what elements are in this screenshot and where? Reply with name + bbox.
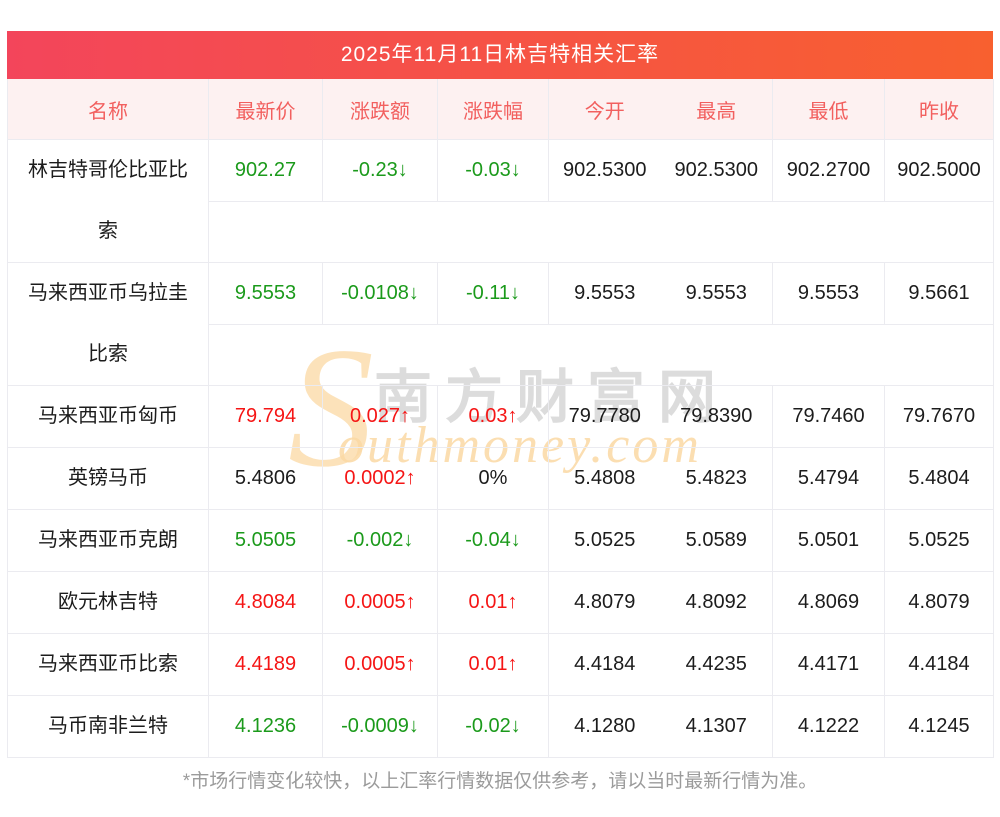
high-price: 4.1307 — [660, 695, 773, 758]
col-header-percent: 涨跌幅 — [437, 79, 549, 140]
header-row: 名称 最新价 涨跌额 涨跌幅 今开 最高 最低 昨收 — [7, 79, 994, 140]
latest-price: 4.4189 — [208, 633, 323, 696]
high-price: 902.5300 — [660, 139, 773, 202]
latest-price: 902.27 — [208, 139, 323, 202]
open-price: 9.5553 — [548, 262, 661, 325]
open-price: 902.5300 — [548, 139, 661, 202]
table-row: 英镑马币 5.4806 0.0002↑ 0% 5.4808 5.4823 5.4794 5.4… — [7, 447, 994, 510]
change-percent: -0.03↓ — [437, 139, 549, 202]
prev-close: 902.5000 — [884, 139, 994, 202]
low-price: 4.8069 — [772, 571, 885, 634]
row-name: 马来西亚币克朗 — [7, 509, 209, 572]
col-header-name: 名称 — [7, 79, 209, 140]
low-price: 4.4171 — [772, 633, 885, 696]
latest-price: 79.794 — [208, 385, 323, 448]
col-header-low: 最低 — [772, 79, 885, 140]
rates-table: 名称 最新价 涨跌额 涨跌幅 今开 最高 最低 昨收 林吉特哥伦比亚比索 902.… — [7, 79, 994, 758]
low-price: 4.1222 — [772, 695, 885, 758]
high-price: 5.0589 — [660, 509, 773, 572]
high-price: 9.5553 — [660, 262, 773, 325]
table-title: 2025年11月11日林吉特相关汇率 — [340, 43, 660, 66]
table-row: 林吉特哥伦比亚比索 902.27 -0.23↓ -0.03↓ 902.5300 902.5… — [7, 139, 994, 263]
col-header-change: 涨跌额 — [322, 79, 438, 140]
change-amount: -0.0108↓ — [322, 262, 438, 325]
change-amount: -0.002↓ — [322, 509, 438, 572]
high-price: 5.4823 — [660, 447, 773, 510]
low-price: 5.4794 — [772, 447, 885, 510]
row-name: 马币南非兰特 — [7, 695, 209, 758]
open-price: 5.4808 — [548, 447, 661, 510]
change-amount: -0.23↓ — [322, 139, 438, 202]
filler-row — [8, 201, 994, 263]
low-price: 9.5553 — [772, 262, 885, 325]
latest-price: 4.8084 — [208, 571, 323, 634]
col-header-open: 今开 — [548, 79, 661, 140]
table-row: 马来西亚币比索 4.4189 0.0005↑ 0.01↑ 4.4184 4.4235 4.4… — [7, 633, 994, 696]
table-row: 欧元林吉特 4.8084 0.0005↑ 0.01↑ 4.8079 4.8092 4.806… — [7, 571, 994, 634]
table-row: 马币南非兰特 4.1236 -0.0009↓ -0.02↓ 4.1280 4.1307 4.… — [7, 695, 994, 758]
change-amount: 0.0005↑ — [322, 571, 438, 634]
latest-price: 4.1236 — [208, 695, 323, 758]
change-percent: -0.11↓ — [437, 262, 549, 325]
table-row: 马来西亚币匈币 79.794 0.027↑ 0.03↑ 79.7780 79.8390 79… — [7, 385, 994, 448]
change-amount: -0.0009↓ — [322, 695, 438, 758]
change-percent: -0.02↓ — [437, 695, 549, 758]
rates-panel: 2025年11月11日林吉特相关汇率 名称 最新价 涨跌额 涨跌幅 今开 最高 … — [7, 31, 994, 758]
prev-close: 4.1245 — [884, 695, 994, 758]
change-percent: 0.01↑ — [437, 571, 549, 634]
row-name: 马来西亚币乌拉圭比索 — [7, 262, 209, 386]
col-header-latest: 最新价 — [208, 79, 323, 140]
low-price: 902.2700 — [772, 139, 885, 202]
high-price: 4.4235 — [660, 633, 773, 696]
row-name: 林吉特哥伦比亚比索 — [7, 139, 209, 263]
change-percent: 0.01↑ — [437, 633, 549, 696]
latest-price: 5.4806 — [208, 447, 323, 510]
col-header-prev-close: 昨收 — [884, 79, 994, 140]
prev-close: 4.4184 — [884, 633, 994, 696]
low-price: 79.7460 — [772, 385, 885, 448]
low-price: 5.0501 — [772, 509, 885, 572]
row-name: 马来西亚币比索 — [7, 633, 209, 696]
table-row: 马来西亚币克朗 5.0505 -0.002↓ -0.04↓ 5.0525 5.0589 5.… — [7, 509, 994, 572]
open-price: 79.7780 — [548, 385, 661, 448]
change-percent: 0% — [437, 447, 549, 510]
prev-close: 4.8079 — [884, 571, 994, 634]
latest-price: 5.0505 — [208, 509, 323, 572]
prev-close: 5.4804 — [884, 447, 994, 510]
high-price: 79.8390 — [660, 385, 773, 448]
prev-close: 79.7670 — [884, 385, 994, 448]
change-amount: 0.027↑ — [322, 385, 438, 448]
prev-close: 9.5661 — [884, 262, 994, 325]
footnote: *市场行情变化较快，以上汇率行情数据仅供参考，请以当时最新行情为准。 — [182, 771, 818, 792]
table-row: 马来西亚币乌拉圭比索 9.5553 -0.0108↓ -0.11↓ 9.5553 9.55… — [7, 262, 994, 386]
open-price: 4.4184 — [548, 633, 661, 696]
latest-price: 9.5553 — [208, 262, 323, 325]
change-percent: -0.04↓ — [437, 509, 549, 572]
high-price: 4.8092 — [660, 571, 773, 634]
filler-cell — [208, 201, 994, 263]
table-title-bar: 2025年11月11日林吉特相关汇率 — [7, 31, 993, 79]
row-name: 英镑马币 — [7, 447, 209, 510]
open-price: 4.1280 — [548, 695, 661, 758]
change-amount: 0.0002↑ — [322, 447, 438, 510]
open-price: 4.8079 — [548, 571, 661, 634]
change-percent: 0.03↑ — [437, 385, 549, 448]
col-header-high: 最高 — [660, 79, 773, 140]
prev-close: 5.0525 — [884, 509, 994, 572]
open-price: 5.0525 — [548, 509, 661, 572]
row-name: 马来西亚币匈币 — [7, 385, 209, 448]
row-name: 欧元林吉特 — [7, 571, 209, 634]
change-amount: 0.0005↑ — [322, 633, 438, 696]
filler-cell — [208, 324, 994, 386]
